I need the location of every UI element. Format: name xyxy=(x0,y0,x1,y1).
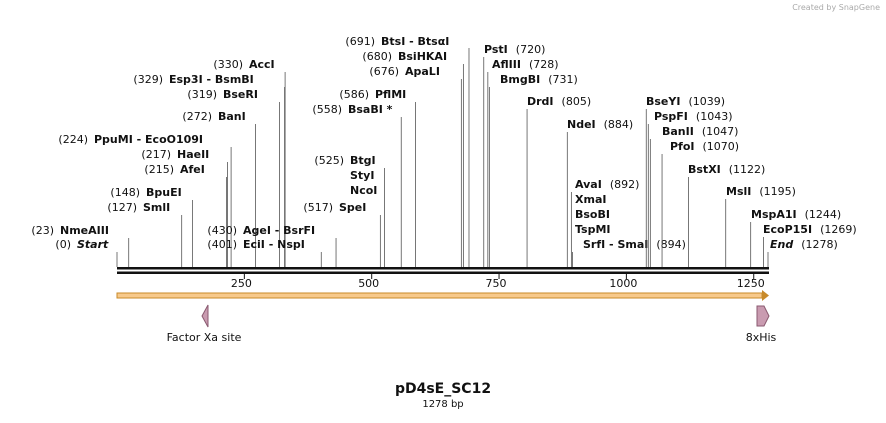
site-position: (558) xyxy=(312,103,342,116)
enzyme-name: SpeI xyxy=(339,201,366,214)
site-position: (430) xyxy=(207,224,237,237)
plasmid-size: 1278 bp xyxy=(422,399,463,410)
enzyme-name: XmaI xyxy=(575,193,606,206)
site-position: (401) xyxy=(207,238,237,251)
ruler-label: 750 xyxy=(486,277,507,290)
site-position: (525) xyxy=(314,154,344,167)
enzyme-name: PflMI xyxy=(375,88,406,101)
site-position: (894) xyxy=(656,238,686,251)
site-position: (319) xyxy=(187,88,217,101)
ruler-label: 1000 xyxy=(609,277,637,290)
enzyme-name: BtsI - BtsαI xyxy=(381,35,449,48)
sequence-line xyxy=(117,267,769,270)
enzyme-name: BsoBI xyxy=(575,208,610,221)
enzyme-name: PpuMI - EcoO109I xyxy=(94,133,203,146)
enzyme-name: AflIII xyxy=(492,58,521,71)
site-position: (1039) xyxy=(688,95,725,108)
site-position: (217) xyxy=(141,148,171,161)
enzyme-name: AvaI xyxy=(575,178,602,191)
enzyme-name: BsiHKAI xyxy=(398,50,447,63)
enzyme-name: StyI xyxy=(350,169,374,182)
enzyme-name: MspA1I xyxy=(751,208,797,221)
site-position: (731) xyxy=(548,73,578,86)
site-position: (329) xyxy=(133,73,163,86)
orf-bar xyxy=(116,292,763,299)
enzyme-name: AccI xyxy=(249,58,275,71)
site-position: (680) xyxy=(362,50,392,63)
feature-arrow xyxy=(756,305,770,327)
enzyme-name: NmeAIII xyxy=(60,224,109,237)
enzyme-name: Start xyxy=(77,238,109,251)
site-position: (272) xyxy=(182,110,212,123)
ruler-label: 250 xyxy=(231,277,252,290)
site-position: (1278) xyxy=(801,238,838,251)
enzyme-name: End xyxy=(770,238,793,251)
enzyme-name: PfoI xyxy=(670,140,695,153)
site-position: (224) xyxy=(58,133,88,146)
enzyme-name: BpuEI xyxy=(146,186,182,199)
enzyme-name: NcoI xyxy=(350,184,377,197)
enzyme-name: BseYI xyxy=(646,95,680,108)
enzyme-name: PstI xyxy=(484,43,508,56)
enzyme-name: EcoP15I xyxy=(763,223,812,236)
site-position: (517) xyxy=(303,201,333,214)
sequence-line xyxy=(117,271,769,274)
enzyme-name: EciI - NspI xyxy=(243,238,305,251)
enzyme-name: PspFI xyxy=(654,110,688,123)
site-position: (148) xyxy=(110,186,140,199)
ruler-label: 1250 xyxy=(737,277,765,290)
site-position: (1070) xyxy=(703,140,740,153)
enzyme-name: DrdI xyxy=(527,95,554,108)
site-position: (1195) xyxy=(759,185,796,198)
enzyme-name: HaeII xyxy=(177,148,209,161)
enzyme-name: Esp3I - BsmBI xyxy=(169,73,254,86)
enzyme-name: ApaLI xyxy=(405,65,440,78)
ruler-label: 500 xyxy=(358,277,379,290)
site-position: (586) xyxy=(339,88,369,101)
enzyme-name: SmlI xyxy=(143,201,170,214)
enzyme-name: BanII xyxy=(662,125,694,138)
site-position: (1244) xyxy=(805,208,842,221)
site-position: (127) xyxy=(107,201,137,214)
enzyme-name: BstXI xyxy=(688,163,721,176)
site-position: (884) xyxy=(604,118,634,131)
site-position: (805) xyxy=(562,95,592,108)
site-position: (0) xyxy=(55,238,71,251)
enzyme-name: TspMI xyxy=(575,223,611,236)
site-position: (215) xyxy=(144,163,174,176)
enzyme-name: NdeI xyxy=(567,118,596,131)
site-position: (720) xyxy=(516,43,546,56)
site-position: (1043) xyxy=(696,110,733,123)
feature-label: Factor Xa site xyxy=(167,331,242,344)
enzyme-name: BsaBI * xyxy=(348,103,393,116)
site-position: (728) xyxy=(529,58,559,71)
feature-arrow xyxy=(201,304,209,328)
site-position: (691) xyxy=(345,35,375,48)
site-position: (676) xyxy=(369,65,399,78)
enzyme-name: AgeI - BsrFI xyxy=(243,224,315,237)
credit: Created by SnapGene xyxy=(792,3,880,12)
enzyme-name: BtgI xyxy=(350,154,376,167)
enzyme-name: SrfI - SmaI xyxy=(583,238,648,251)
site-position: (1047) xyxy=(702,125,739,138)
site-position: (1122) xyxy=(729,163,766,176)
site-position: (1269) xyxy=(820,223,857,236)
site-position: (330) xyxy=(213,58,243,71)
enzyme-name: BmgBI xyxy=(500,73,540,86)
enzyme-name: BseRI xyxy=(223,88,258,101)
enzyme-name: BanI xyxy=(218,110,246,123)
site-position: (23) xyxy=(31,224,54,237)
plasmid-name: pD4sE_SC12 xyxy=(395,381,491,397)
enzyme-name: MslI xyxy=(726,185,751,198)
site-position: (892) xyxy=(610,178,640,191)
feature-label: 8xHis xyxy=(746,331,777,344)
orf-arrow xyxy=(762,290,769,301)
enzyme-name: AfeI xyxy=(180,163,205,176)
